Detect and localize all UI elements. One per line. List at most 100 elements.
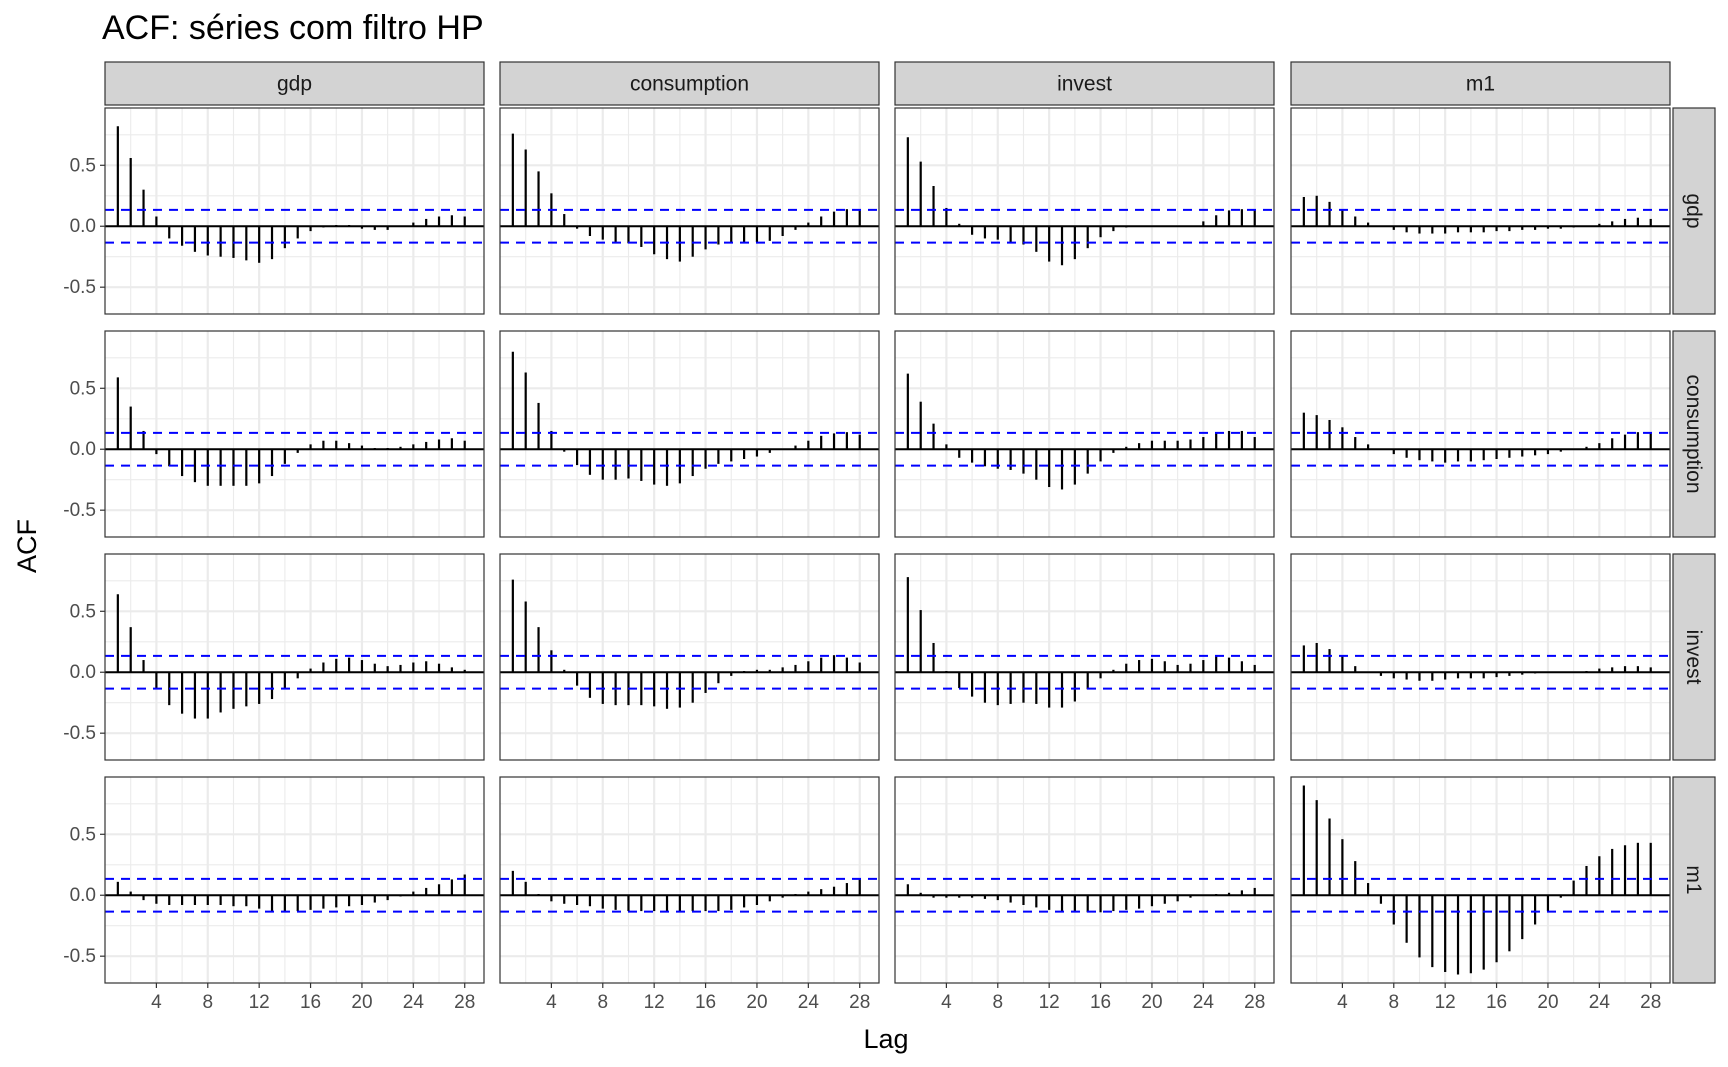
panel-m1-invest (894, 776, 1275, 984)
panel-background (500, 331, 879, 537)
column-strip-label: invest (1057, 73, 1112, 96)
x-tick-label: 4 (151, 992, 162, 1013)
panel-background (500, 108, 879, 314)
x-tick-label: 28 (849, 992, 870, 1013)
column-strip (1290, 61, 1671, 106)
panel-border (104, 553, 485, 761)
y-tick-label: -0.5 (63, 500, 96, 521)
x-tick-label: 12 (249, 992, 270, 1013)
y-tick-label: 0.0 (70, 885, 96, 906)
panel-background (105, 777, 484, 983)
y-tick-label: 0.5 (70, 155, 96, 176)
panel-consumption-m1 (1290, 330, 1671, 538)
row-strip (1672, 107, 1716, 315)
row-strip-label: invest (1682, 630, 1705, 685)
x-tick-label: 16 (300, 992, 321, 1013)
x-tick-label: 8 (992, 992, 1003, 1013)
y-tick-label: 0.0 (70, 662, 96, 683)
panel-invest-consumption (499, 553, 880, 761)
x-tick-label: 28 (1244, 992, 1265, 1013)
panel-border (499, 553, 880, 761)
panel-invest-gdp (104, 553, 485, 761)
row-strip (1672, 776, 1716, 984)
x-tick-label: 20 (746, 992, 767, 1013)
panel-consumption-gdp (104, 330, 485, 538)
y-tick-label: -0.5 (63, 946, 96, 967)
x-tick-label: 8 (1388, 992, 1399, 1013)
x-tick-label: 20 (1141, 992, 1162, 1013)
row-strip-label: m1 (1682, 865, 1705, 894)
x-tick-label: 8 (202, 992, 213, 1013)
panel-invest-m1 (1290, 553, 1671, 761)
panel-m1-consumption (499, 776, 880, 984)
x-tick-label: 4 (546, 992, 557, 1013)
x-tick-label: 12 (1435, 992, 1456, 1013)
x-tick-label: 24 (1589, 992, 1611, 1013)
x-tick-label: 4 (1337, 992, 1348, 1013)
column-strip-label: m1 (1466, 73, 1495, 96)
x-tick-label: 16 (1486, 992, 1507, 1013)
x-tick-label: 28 (1640, 992, 1661, 1013)
y-tick-label: 0.0 (70, 216, 96, 237)
panel-gdp-invest (894, 107, 1275, 315)
panel-background (500, 554, 879, 760)
row-strip (1672, 553, 1716, 761)
panel-gdp-gdp (104, 107, 485, 315)
x-tick-label: 24 (403, 992, 425, 1013)
panel-border (499, 330, 880, 538)
panel-background (105, 554, 484, 760)
panel-background (105, 108, 484, 314)
panel-m1-gdp (104, 776, 485, 984)
panel-border (894, 107, 1275, 315)
panel-gdp-m1 (1290, 107, 1671, 315)
row-strip (1672, 330, 1716, 538)
x-tick-label: 20 (1537, 992, 1558, 1013)
panel-background (1291, 331, 1670, 537)
x-tick-label: 16 (1090, 992, 1111, 1013)
panel-border (894, 330, 1275, 538)
panel-background (895, 554, 1274, 760)
x-axis-title: Lag (863, 1024, 908, 1054)
column-strip-label: gdp (277, 73, 312, 96)
x-tick-label: 24 (798, 992, 820, 1013)
panel-border (894, 776, 1275, 984)
x-tick-label: 16 (695, 992, 716, 1013)
x-tick-label: 20 (351, 992, 372, 1013)
column-strip (499, 61, 880, 106)
row-strip-label: consumption (1682, 374, 1705, 493)
panel-border (1290, 776, 1671, 984)
x-tick-label: 8 (597, 992, 608, 1013)
x-tick-label: 12 (1039, 992, 1060, 1013)
y-tick-label: 0.0 (70, 439, 96, 460)
row-strip-label: gdp (1682, 193, 1705, 228)
y-axis-title: ACF (12, 519, 42, 573)
column-strip (104, 61, 485, 106)
column-strip (894, 61, 1275, 106)
panel-background (105, 331, 484, 537)
panel-invest-invest (894, 553, 1275, 761)
panel-border (1290, 553, 1671, 761)
y-tick-label: -0.5 (63, 277, 96, 298)
panel-m1-m1 (1290, 776, 1671, 984)
y-tick-label: 0.5 (70, 378, 96, 399)
panel-border (499, 107, 880, 315)
x-tick-label: 28 (454, 992, 475, 1013)
panel-background (1291, 554, 1670, 760)
panel-background (500, 777, 879, 983)
panel-border (1290, 107, 1671, 315)
chart-title: ACF: séries com filtro HP (102, 9, 484, 47)
facet-grid: gdp consumption invest m1 gdp consumption inve… (63, 61, 1716, 1013)
y-tick-label: 0.5 (70, 601, 96, 622)
x-tick-label: 12 (644, 992, 665, 1013)
panel-consumption-invest (894, 330, 1275, 538)
panel-consumption-consumption (499, 330, 880, 538)
panel-border (1290, 330, 1671, 538)
panel-background (895, 331, 1274, 537)
y-tick-label: -0.5 (63, 723, 96, 744)
panel-gdp-consumption (499, 107, 880, 315)
panel-background (1291, 108, 1670, 314)
column-strip-label: consumption (630, 73, 749, 96)
x-tick-label: 4 (941, 992, 952, 1013)
panel-background (895, 777, 1274, 983)
